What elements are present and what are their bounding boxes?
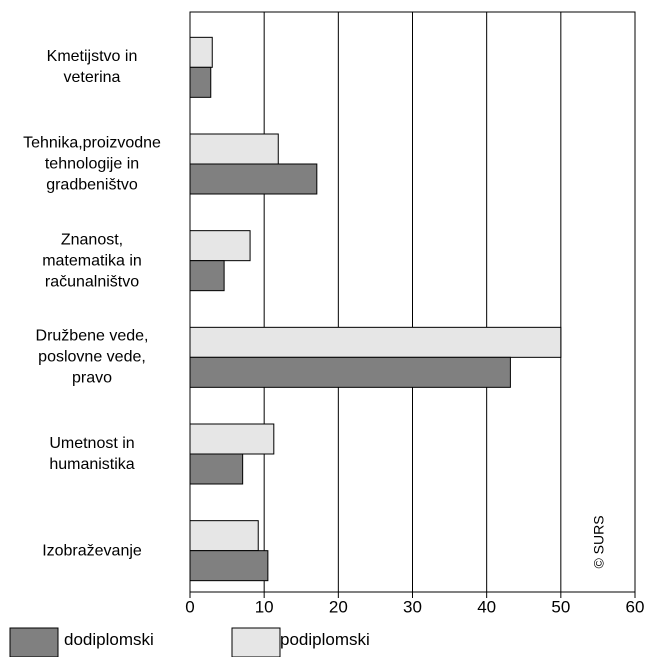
- bar: [189, 520, 259, 552]
- category-label: Družbene vede, poslovne vede, pravo: [35, 327, 149, 387]
- bar: [189, 423, 275, 455]
- x-tick-label: 30: [403, 597, 422, 616]
- x-tick-label: 50: [551, 597, 570, 616]
- legend-label: podiplomski: [280, 630, 370, 649]
- bar: [189, 356, 511, 388]
- bar: [189, 133, 279, 165]
- x-tick-label: 40: [477, 597, 496, 616]
- bar: [189, 326, 562, 358]
- bar: [189, 550, 269, 582]
- x-tick-label: 0: [185, 597, 194, 616]
- category-label: Znanost, matematika in računalništvo: [42, 231, 142, 291]
- legend-swatch: [231, 627, 281, 657]
- x-tick-label: 10: [255, 597, 274, 616]
- category-label: Tehnika,proizvodne tehnologije in gradbe…: [23, 134, 161, 194]
- category-label: Umetnost in humanistika: [49, 435, 135, 473]
- annotation: © SURS: [591, 515, 607, 568]
- bar: [189, 163, 318, 195]
- x-tick-label: 60: [626, 597, 645, 616]
- bar: [189, 260, 225, 292]
- x-tick-label: 20: [329, 597, 348, 616]
- bar: [189, 230, 251, 262]
- legend-swatch: [9, 627, 59, 657]
- bar: [189, 66, 212, 98]
- bar: [189, 36, 213, 68]
- bar: [189, 453, 244, 485]
- category-label: Kmetijstvo in veterina: [46, 48, 138, 87]
- legend-label: dodiplomski: [64, 630, 154, 649]
- plot-border: [189, 11, 636, 593]
- category-label: Izobraževanje: [42, 542, 142, 560]
